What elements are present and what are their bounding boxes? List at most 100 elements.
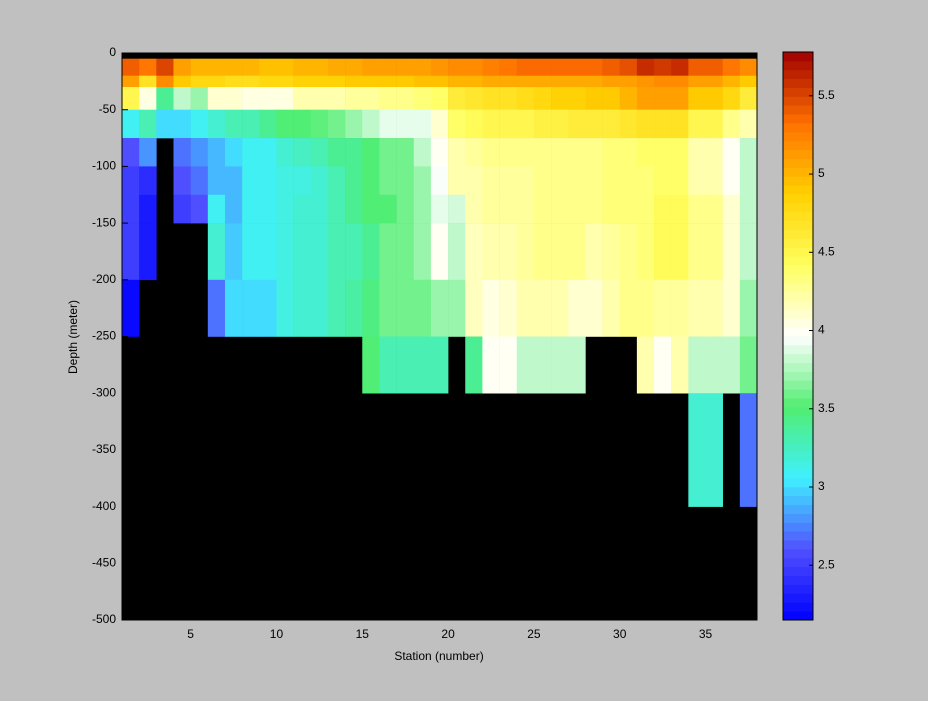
heat-cell — [636, 336, 655, 394]
heat-cell — [122, 138, 140, 167]
heat-cell — [465, 87, 483, 110]
heat-cell — [568, 279, 586, 337]
heat-cell — [259, 58, 277, 76]
heat-cell — [705, 279, 723, 337]
colorbar-tick-label: 5.5 — [818, 88, 835, 102]
heat-cell — [619, 58, 638, 76]
heat-cell — [636, 138, 655, 167]
heat-cell — [739, 58, 758, 76]
heat-cell — [345, 279, 363, 337]
heat-cell — [499, 223, 518, 281]
colorbar-swatch — [783, 256, 813, 266]
heat-cell — [310, 87, 329, 110]
heat-cell — [242, 75, 260, 88]
heat-cell — [396, 194, 415, 224]
heat-cell — [345, 87, 363, 110]
heat-cell — [139, 166, 157, 196]
heat-cell — [585, 138, 603, 167]
heat-cell — [688, 75, 706, 88]
x-tick-label: 5 — [187, 627, 194, 641]
heat-cell — [705, 138, 723, 167]
colorbar-swatch — [783, 389, 813, 399]
heat-cell — [499, 58, 518, 76]
heat-cell — [276, 166, 294, 196]
heat-cell — [224, 223, 243, 281]
heat-cell — [139, 109, 157, 139]
colorbar-swatch — [783, 415, 813, 426]
colorbar-swatch — [783, 380, 813, 390]
heat-cell — [396, 138, 415, 167]
heat-cell — [516, 279, 535, 337]
heat-cell — [327, 279, 346, 337]
heat-cell — [671, 166, 689, 196]
heat-cell — [379, 223, 397, 281]
heat-cell — [722, 138, 741, 167]
heat-cell — [739, 109, 758, 139]
colorbar-swatch — [783, 504, 813, 514]
heat-cell — [173, 194, 191, 224]
heat-cell — [654, 223, 672, 281]
heat-cell — [551, 223, 569, 281]
heat-cell — [465, 166, 483, 196]
y-tick-label: -300 — [92, 385, 116, 399]
colorbar-tick-label: 5 — [818, 166, 825, 180]
x-tick-label: 15 — [356, 627, 370, 641]
colorbar-swatch — [783, 575, 813, 585]
colorbar-tick-label: 2.5 — [818, 557, 835, 571]
heat-cell — [293, 87, 312, 110]
heat-cell — [739, 223, 758, 281]
colorbar-swatch — [783, 611, 813, 621]
heat-cell — [636, 58, 655, 76]
heat-cell — [516, 223, 535, 281]
heat-cell — [448, 58, 466, 76]
heat-cell — [585, 58, 603, 76]
heat-cell — [516, 336, 535, 394]
heat-cell — [722, 279, 741, 337]
heat-cell — [654, 194, 672, 224]
colorbar-swatch — [783, 87, 813, 97]
heat-cell — [568, 58, 586, 76]
colorbar-swatch — [783, 407, 813, 417]
heat-cell — [139, 138, 157, 167]
heat-cell — [396, 75, 415, 88]
colorbar-tick-label: 4.5 — [818, 244, 835, 258]
heat-cell — [413, 138, 432, 167]
heat-cell — [362, 87, 380, 110]
heat-cell — [551, 166, 569, 196]
heat-cell — [705, 58, 723, 76]
colorbar-swatch — [783, 114, 813, 124]
colorbar-swatch — [783, 353, 813, 364]
heat-cell — [430, 58, 449, 76]
colorbar-swatch — [783, 478, 813, 488]
heat-cell — [739, 194, 758, 224]
x-tick-label: 35 — [699, 627, 713, 641]
colorbar-swatch — [783, 469, 813, 479]
heat-cell — [448, 109, 466, 139]
heat-cell — [310, 138, 329, 167]
heat-cell — [190, 109, 209, 139]
heat-cell — [516, 109, 535, 139]
heat-cell — [430, 279, 449, 337]
heat-cell — [705, 336, 723, 394]
colorbar-swatch — [783, 105, 813, 115]
y-tick-label: -400 — [92, 499, 116, 513]
heat-cell — [224, 109, 243, 139]
heat-cell — [465, 279, 483, 337]
heat-cell — [448, 87, 466, 110]
heat-cell — [688, 87, 706, 110]
heat-cell — [482, 109, 500, 139]
y-tick-label: -50 — [99, 102, 117, 116]
heat-cell — [396, 166, 415, 196]
heat-cell — [379, 87, 397, 110]
colorbar-swatch — [783, 158, 813, 168]
colorbar-swatch — [783, 131, 813, 142]
colorbar-swatch — [783, 247, 813, 257]
heat-cell — [499, 138, 518, 167]
heat-cell — [619, 87, 638, 110]
heat-cell — [327, 194, 346, 224]
heat-cell — [413, 166, 432, 196]
heat-cell — [345, 58, 363, 76]
heat-cell — [602, 138, 621, 167]
colorbar-swatch — [783, 495, 813, 506]
heat-cell — [671, 109, 689, 139]
